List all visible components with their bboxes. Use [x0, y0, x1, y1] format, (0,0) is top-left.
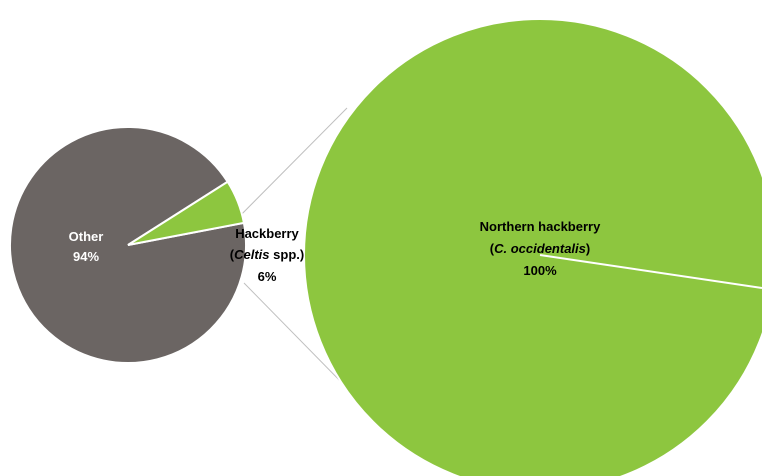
species-open-paren: ( [490, 241, 495, 256]
species-close-paren: ) [586, 241, 590, 256]
slice-value-northern-hackberry: 100% [523, 263, 557, 278]
connector-line-bottom [243, 282, 350, 391]
slice-label-hackberry-genus: (Celtis spp.) [230, 247, 304, 262]
slice-label-other: Other [69, 229, 104, 244]
connector-line-top [225, 107, 348, 231]
species-name: C. occidentalis [494, 241, 586, 256]
slice-value-other: 94% [73, 249, 99, 264]
genus-name: Celtis [234, 247, 269, 262]
slice-label-northern-species: (C. occidentalis) [490, 241, 590, 256]
slice-label-hackberry: Hackberry [235, 226, 299, 241]
secondary-pie-divider [539, 254, 762, 289]
slice-label-northern-hackberry: Northern hackberry [480, 219, 601, 234]
secondary-pie [303, 18, 762, 476]
genus-suffix: spp.) [270, 247, 305, 262]
pie-slice-hackberry [127, 180, 246, 246]
pie-slice-northern-hackberry [303, 18, 762, 476]
slice-value-hackberry: 6% [258, 269, 277, 284]
primary-pie [9, 126, 247, 364]
genus-open-paren: ( [230, 247, 235, 262]
